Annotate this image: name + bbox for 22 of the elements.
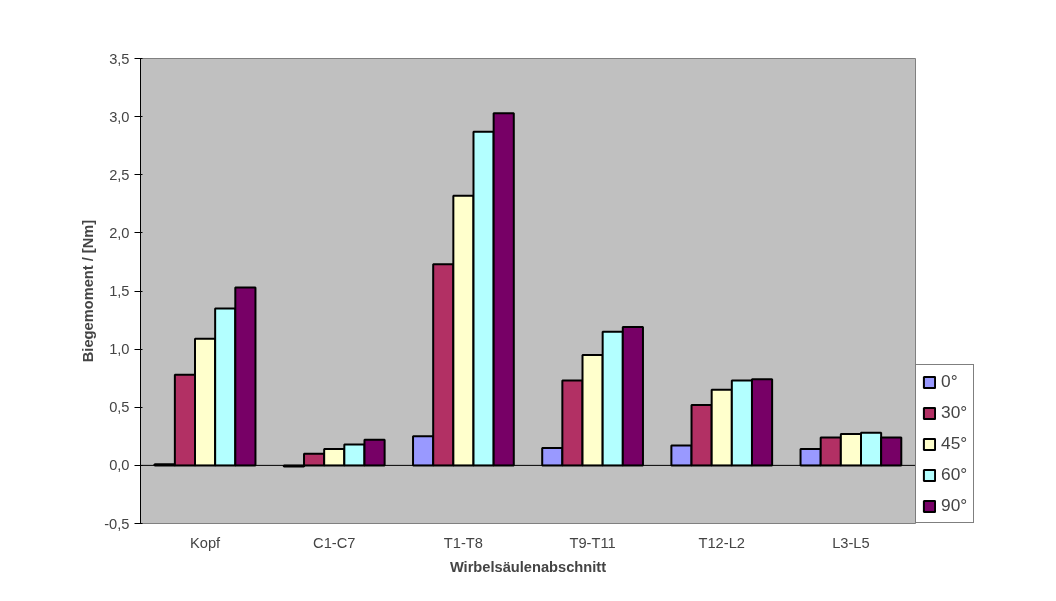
y-tick-label: 3,5: [109, 50, 130, 67]
y-tick-label: 1,0: [109, 341, 130, 358]
x-axis-title: Wirbelsäulenabschnitt: [449, 558, 607, 575]
y-axis-title: Biegemoment / [Nm]: [80, 219, 97, 363]
y-tick-label: 0,5: [109, 399, 130, 416]
y-tick-label: 1,5: [109, 283, 130, 299]
legend-label: 45°: [941, 433, 968, 454]
y-tick-label: 3,0: [109, 108, 130, 125]
x-tick-label: C1-C7: [313, 534, 356, 551]
x-tick-label: T1-T8: [443, 534, 483, 551]
legend-label: 60°: [941, 464, 968, 485]
legend-label: 90°: [941, 495, 968, 516]
x-tick-label: T9-T11: [569, 534, 616, 551]
legend-label: 0°: [941, 371, 959, 392]
legend-label: 30°: [941, 402, 968, 423]
x-tick-label: L3-L5: [832, 534, 870, 551]
x-tick-label: T12-L2: [698, 534, 745, 551]
y-tick-label: -0,5: [104, 515, 130, 532]
y-tick-label: 2,5: [109, 166, 130, 183]
y-tick-label: 2,0: [109, 224, 130, 241]
x-tick-label: Kopf: [190, 534, 222, 551]
y-tick-label: 0,0: [109, 457, 130, 474]
